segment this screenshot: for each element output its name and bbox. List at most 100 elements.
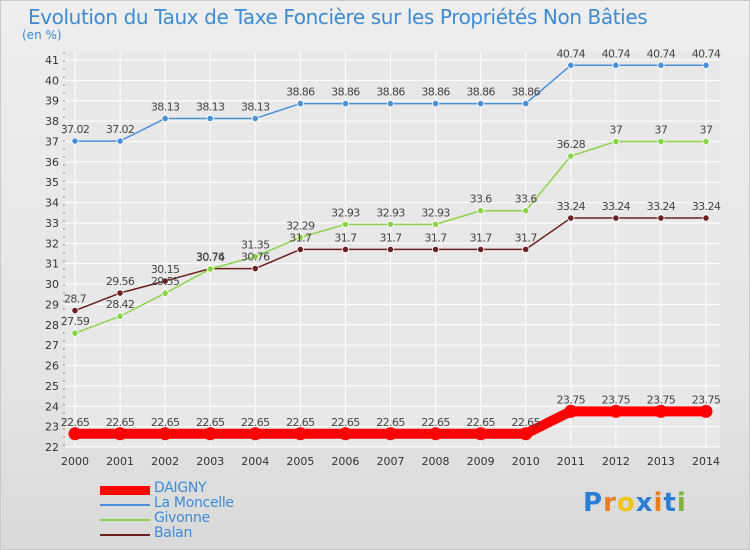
data-label: 38.13 <box>151 100 180 113</box>
series-point <box>474 427 488 441</box>
data-label: 22.65 <box>376 416 405 429</box>
series-point <box>431 245 440 254</box>
series-point <box>206 265 214 273</box>
series-point <box>116 289 124 297</box>
series-point <box>477 207 485 215</box>
series-point <box>296 245 304 254</box>
data-label: 40.74 <box>602 47 631 60</box>
y-tick-label: 34 <box>45 197 59 210</box>
data-label: 31.7 <box>289 231 312 244</box>
data-label: 37 <box>700 123 713 136</box>
logo-letter: r <box>603 488 617 518</box>
x-tick-label: 2009 <box>467 455 495 468</box>
y-tick-label: 31 <box>45 258 59 271</box>
series-point <box>161 114 169 123</box>
data-label: 33.24 <box>557 200 586 213</box>
series-point <box>341 220 350 228</box>
logo-letter: t <box>663 488 677 518</box>
data-label: 23.75 <box>602 393 631 406</box>
proxiti-logo: Proxiti <box>583 488 687 518</box>
data-label: 22.65 <box>421 416 450 429</box>
series-point <box>386 220 395 228</box>
data-label: 32.93 <box>376 206 405 219</box>
series-point <box>71 329 79 337</box>
series-point <box>657 214 665 222</box>
data-label: 38.86 <box>466 86 495 99</box>
series-point <box>161 277 169 285</box>
series-point <box>702 61 710 69</box>
legend-label: Givonne <box>154 510 210 526</box>
data-label: 32.93 <box>421 206 450 219</box>
legend-swatch <box>100 519 150 521</box>
series-point <box>567 61 575 69</box>
x-tick-label: 2008 <box>422 455 450 468</box>
data-label: 40.74 <box>557 47 586 60</box>
series-point <box>522 207 530 215</box>
chart-title: Evolution du Taux de Taxe Foncière sur l… <box>28 5 648 29</box>
series-point <box>341 99 350 108</box>
series-point <box>657 61 665 69</box>
series-point <box>612 137 620 146</box>
data-label: 38.86 <box>421 86 450 99</box>
data-label: 23.75 <box>692 393 721 406</box>
data-label: 22.65 <box>466 416 495 429</box>
data-label: 37 <box>609 123 622 136</box>
series-point <box>477 245 485 254</box>
y-tick-label: 22 <box>45 441 59 454</box>
data-label: 37 <box>655 123 668 136</box>
series-point <box>206 114 214 123</box>
data-label: 38.86 <box>511 86 540 99</box>
data-label: 31.7 <box>470 231 493 244</box>
y-tick-label: 28 <box>45 319 59 332</box>
series-point <box>429 427 443 441</box>
data-label: 23.75 <box>557 393 586 406</box>
data-label: 30.74 <box>196 251 225 264</box>
series-point <box>248 427 262 441</box>
series-point <box>384 427 397 441</box>
y-tick-label: 37 <box>45 135 59 148</box>
series-point <box>612 214 620 222</box>
series-point <box>203 427 217 441</box>
data-label: 31.7 <box>515 231 538 244</box>
data-label: 30.15 <box>151 263 180 276</box>
data-label: 30.76 <box>196 251 225 264</box>
y-tick-label: 33 <box>45 217 59 230</box>
data-label: 31.35 <box>241 239 270 252</box>
data-label: 40.74 <box>692 47 721 60</box>
series-point <box>702 137 710 146</box>
data-label: 37.02 <box>106 123 135 136</box>
series-point <box>386 99 395 108</box>
data-label: 33.6 <box>515 193 538 206</box>
data-label: 22.65 <box>511 416 540 429</box>
x-tick-label: 2011 <box>557 455 585 468</box>
series-point <box>386 245 395 254</box>
legend-label: La Moncelle <box>154 495 234 511</box>
series-point <box>71 306 79 315</box>
series-point <box>251 264 259 273</box>
y-tick-label: 29 <box>45 298 59 311</box>
x-tick-label: 2014 <box>692 455 720 468</box>
data-label: 23.75 <box>647 393 676 406</box>
legend-label: Balan <box>154 525 193 541</box>
x-tick-label: 2005 <box>286 455 314 468</box>
series-point <box>702 214 710 222</box>
y-tick-label: 38 <box>45 115 59 128</box>
data-label: 32.29 <box>286 219 315 232</box>
data-label: 36.28 <box>557 138 586 151</box>
data-label: 29.55 <box>151 275 180 288</box>
series-point <box>519 427 533 441</box>
y-tick-label: 27 <box>45 339 59 352</box>
x-tick-label: 2000 <box>61 455 89 468</box>
data-label: 38.13 <box>241 100 270 113</box>
y-tick-label: 36 <box>45 156 59 169</box>
legend-label: DAIGNY <box>154 480 207 496</box>
data-label: 28.42 <box>106 298 135 311</box>
y-tick-label: 30 <box>45 278 59 291</box>
data-label: 22.65 <box>61 416 90 429</box>
data-label: 33.24 <box>692 200 721 213</box>
series-point <box>612 61 620 69</box>
data-label: 30.76 <box>241 251 270 264</box>
data-label: 22.65 <box>241 416 270 429</box>
series-point <box>431 220 440 228</box>
